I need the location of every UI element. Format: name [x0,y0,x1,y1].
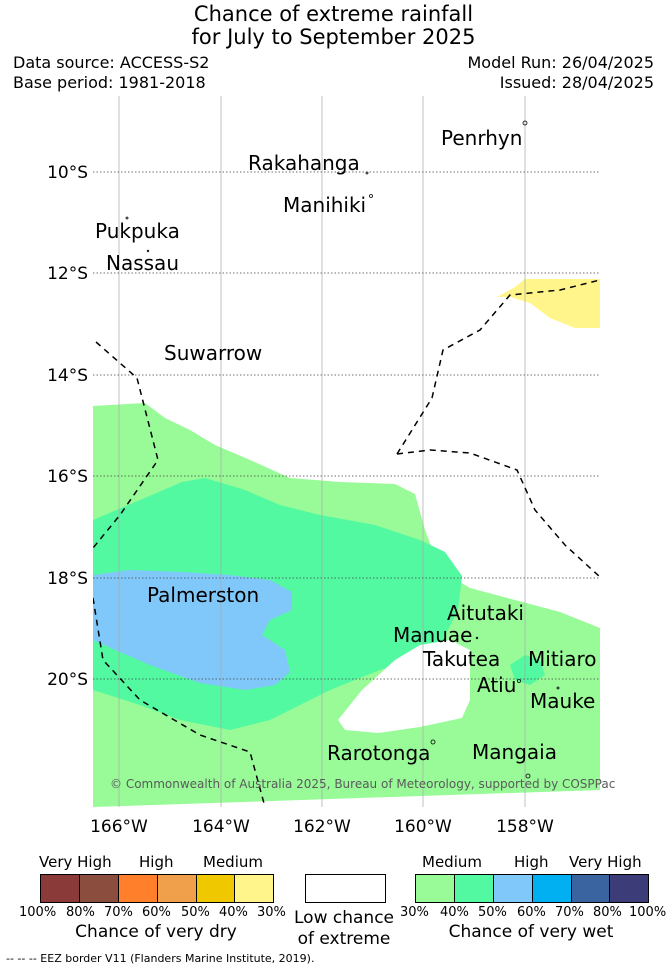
legend-wet-heading: High [514,853,549,871]
island-marker [525,773,531,779]
island-label-suwarrow: Suwarrow [164,341,262,365]
latitude-axis: 10°S 12°S 14°S 16°S 18°S 20°S [47,163,88,690]
legend-wet-heading: Very High [569,853,642,871]
lat-tick-label: 18°S [47,569,88,589]
legend-tick: 50% [478,905,507,920]
legend-swatch [119,875,158,902]
legend-swatch [455,875,494,902]
wet-40-50-patch [510,655,545,685]
data-source-label: Data source: ACCESS-S2 [13,53,210,72]
lat-tick-label: 16°S [47,467,88,487]
island-label-atiu: Atiu [477,673,516,697]
island-marker [522,120,528,126]
lat-gridlines [93,171,600,680]
base-period-label: Base period: 1981-2018 [13,73,206,92]
island-markers [125,120,560,779]
legend-tick: 60% [517,905,546,920]
issued-label: Issued: 28/04/2025 [499,73,654,92]
low-chance-region [338,640,470,733]
eez-segment [396,449,600,578]
island-marker [430,739,436,745]
legend-dry-heading: High [139,853,174,871]
island-label-mitiaro: Mitiaro [528,647,597,671]
lat-tick-label: 14°S [47,366,88,386]
island-marker [365,171,369,175]
legend-tick: 100% [19,905,57,920]
legend-tick: 70% [104,905,133,920]
legend-swatch [80,875,119,902]
eez-footnote: -- -- -- EEZ border V11 (Flanders Marine… [6,952,315,965]
legend-low-swatch [305,874,386,903]
map-title-line1: Chance of extreme rainfall [193,2,474,26]
legend-tick: 40% [440,905,469,920]
island-marker [517,679,521,683]
legend-swatch [41,875,80,902]
longitude-axis: 166°W 164°W 162°W 160°W 158°W [90,817,554,837]
legend-low-caption-line2: of extreme [297,929,391,949]
legend-wet-caption: Chance of very wet [448,922,614,942]
legend-dry-heading: Medium [203,853,263,871]
model-run-label: Model Run: 26/04/2025 [467,53,655,72]
lon-tick-label: 160°W [394,817,452,837]
island-label-mauke: Mauke [530,689,595,713]
legend-tick: 30% [400,905,429,920]
island-label-nassau: Nassau [106,251,179,275]
legend-swatch [494,875,533,902]
island-label-manuae: Manuae [393,623,472,647]
island-marker [125,216,129,220]
island-label-palmerston: Palmerston [147,583,259,607]
legend-tick: 80% [593,905,622,920]
probability-fields [93,279,600,807]
lon-tick-label: 162°W [293,817,351,837]
legend-wet-swatches [415,874,649,903]
legend-tick: 60% [142,905,171,920]
eez-segment [396,279,600,455]
dry-medium-region [497,279,600,328]
legend-dry-caption: Chance of very dry [75,922,237,942]
island-marker [475,636,479,640]
legend-swatch [610,875,648,902]
copyright-notice: © Commonwealth of Australia 2025, Bureau… [110,777,615,791]
lon-tick-label: 164°W [192,817,250,837]
wet-high-region [93,570,292,690]
island-marker [369,194,373,198]
island-label-penrhyn: Penrhyn [441,126,522,150]
legend-swatch [197,875,235,902]
map-title-line2: for July to September 2025 [191,25,476,49]
island-label-rakahanga: Rakahanga [248,151,360,175]
legend-wet-heading: Medium [422,853,482,871]
island-label-rarotonga: Rarotonga [327,741,430,765]
lat-tick-label: 10°S [47,163,88,183]
legend-swatch [416,875,455,902]
island-marker [556,686,560,690]
eez-border [93,279,600,807]
island-label-takutea: Takutea [422,647,500,671]
legend-tick: 50% [181,905,210,920]
legend-dry-heading: Very High [39,853,112,871]
legend-swatch [158,875,197,902]
rainfall-map: Penrhyn Rakahanga Manihiki Pukpuka Nassa… [47,96,615,837]
lon-tick-label: 158°W [496,817,554,837]
island-marker [146,249,150,253]
lon-tick-label: 166°W [90,817,148,837]
legend-dry-swatches [40,874,274,903]
island-label-pukpuka: Pukpuka [95,219,180,243]
legend-tick: 40% [219,905,248,920]
legend-tick: 100% [629,905,667,920]
island-label-manihiki: Manihiki [283,193,366,217]
legend-swatch [572,875,610,902]
legend-tick: 80% [66,905,95,920]
island-label-aitutaki: Aitutaki [447,601,524,625]
lat-tick-label: 20°S [47,670,88,690]
island-labels: Penrhyn Rakahanga Manihiki Pukpuka Nassa… [95,126,597,765]
legend-swatch [533,875,572,902]
legend-low-caption-line1: Low chance [294,908,394,928]
island-label-mangaia: Mangaia [472,740,557,764]
legend-swatch [235,875,273,902]
gridlines [118,96,526,807]
eez-segment [93,341,159,549]
lat-tick-label: 12°S [47,264,88,284]
legend-tick: 30% [257,905,286,920]
legend-tick: 70% [555,905,584,920]
